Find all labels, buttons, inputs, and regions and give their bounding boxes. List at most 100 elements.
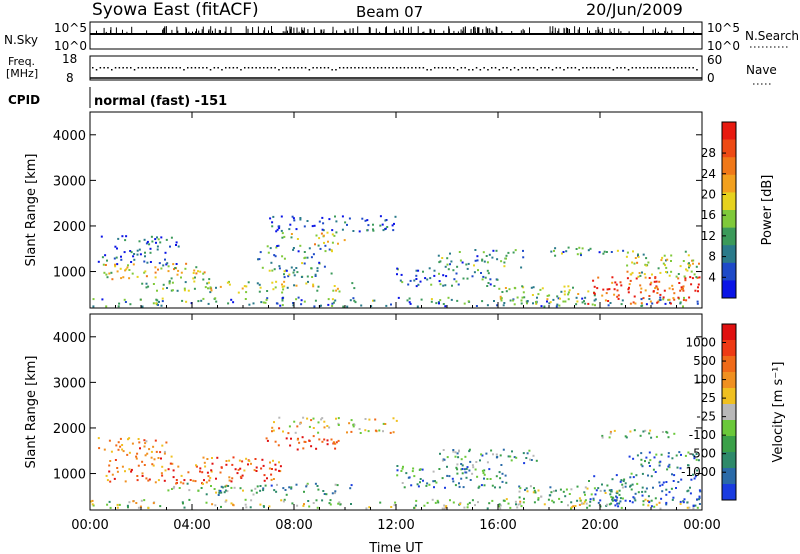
data-point [433,486,435,489]
freq-dot [578,69,580,71]
data-point [237,291,240,294]
data-point [605,292,608,295]
data-point [465,471,468,474]
data-point [228,479,231,482]
data-point [263,474,266,477]
data-point [301,262,304,265]
data-point [351,282,354,285]
data-point [257,258,259,261]
data-point [310,445,313,448]
data-point [258,283,261,286]
data-point [616,490,619,493]
data-point [529,485,532,488]
data-point [279,304,282,307]
data-point [522,452,525,455]
freq-dot [396,67,398,69]
data-point [188,489,191,492]
data-point [621,483,624,486]
data-point [635,277,638,280]
data-point [290,233,293,235]
data-point [637,254,639,257]
data-point [647,495,650,498]
data-point [315,234,318,237]
data-point [338,501,341,504]
data-point [227,485,230,487]
data-point [503,302,506,304]
data-point [631,271,634,274]
data-point [166,262,169,265]
data-point [288,425,291,428]
data-point [447,268,450,271]
data-point [223,491,226,494]
data-point [180,474,183,477]
data-point [258,258,261,261]
data-point [395,419,398,422]
data-point [419,280,422,283]
data-point [592,279,595,282]
data-point [256,282,259,285]
data-point [217,494,220,496]
data-point [121,448,124,451]
data-point [588,504,591,507]
data-point [333,285,336,287]
data-point [111,473,114,476]
data-point [210,485,212,487]
data-point [620,303,623,306]
scatter-band [90,498,699,510]
data-point [516,506,519,509]
data-point [283,276,286,279]
data-point [273,268,276,271]
data-point [98,447,101,450]
data-point [607,304,610,307]
data-point [662,481,665,484]
data-point [559,488,562,491]
data-point [199,467,202,470]
data-point [117,237,120,240]
data-point [568,493,571,495]
data-point [204,286,207,289]
data-point [164,251,167,254]
data-point [651,273,653,276]
freq-dot [696,69,698,71]
colorbar-frame [721,121,737,299]
data-point [693,477,696,480]
data-point [100,235,103,238]
data-point [437,301,440,304]
data-point [104,254,107,257]
data-point [500,464,503,466]
data-point [152,283,155,285]
data-point [498,486,501,489]
data-point [691,277,694,280]
data-point [136,275,139,278]
data-point [265,437,268,440]
data-point [520,302,523,305]
data-point [629,484,632,487]
data-point [316,289,319,292]
data-point [234,468,237,471]
data-point [108,272,111,275]
data-point [655,503,658,506]
data-point [104,264,107,266]
colorbar-tick-label: 8 [708,250,716,264]
data-point [185,262,188,265]
data-point [275,302,278,305]
data-point [641,490,644,493]
data-point [582,502,585,505]
data-point [576,300,579,303]
data-point [254,458,257,460]
freq-dot [540,67,542,69]
freq-dot [175,67,178,69]
data-point [243,285,246,288]
data-point [367,224,370,227]
data-point [482,472,485,474]
data-point [658,280,661,283]
data-point [335,289,338,292]
data-point [172,263,175,266]
freq-unit: [MHz] [6,67,38,80]
data-point [487,272,490,275]
data-point [574,505,577,507]
data-point [144,270,147,273]
data-point [535,459,538,462]
